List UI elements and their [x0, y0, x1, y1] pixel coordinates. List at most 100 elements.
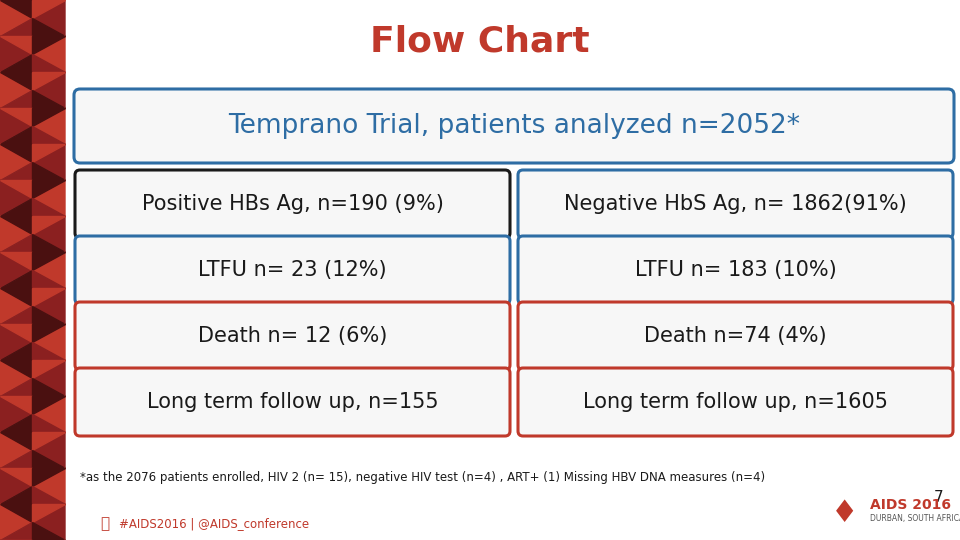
Polygon shape [0, 144, 32, 180]
FancyBboxPatch shape [75, 170, 510, 238]
Polygon shape [0, 36, 32, 72]
FancyBboxPatch shape [75, 302, 510, 370]
Text: DURBAN, SOUTH AFRICA: DURBAN, SOUTH AFRICA [870, 515, 960, 523]
Polygon shape [32, 144, 65, 162]
Polygon shape [0, 504, 32, 540]
Text: AIDS 2016: AIDS 2016 [870, 498, 951, 512]
Polygon shape [32, 36, 65, 54]
Polygon shape [32, 270, 65, 288]
Polygon shape [0, 72, 32, 108]
Polygon shape [32, 378, 65, 396]
FancyBboxPatch shape [518, 302, 953, 370]
Polygon shape [32, 324, 65, 342]
Polygon shape [32, 54, 65, 72]
Polygon shape [0, 270, 32, 288]
Polygon shape [0, 72, 32, 90]
Text: Death n=74 (4%): Death n=74 (4%) [644, 326, 827, 346]
Polygon shape [0, 432, 32, 450]
Polygon shape [32, 90, 65, 108]
Polygon shape [0, 342, 32, 360]
Polygon shape [32, 72, 65, 108]
Polygon shape [0, 468, 32, 504]
Polygon shape [32, 288, 65, 324]
Polygon shape [0, 252, 32, 288]
Text: 🐦: 🐦 [101, 516, 109, 531]
Polygon shape [32, 396, 65, 432]
FancyBboxPatch shape [518, 368, 953, 436]
Polygon shape [0, 396, 32, 414]
Text: Temprano Trial, patients analyzed n=2052*: Temprano Trial, patients analyzed n=2052… [228, 113, 800, 139]
Polygon shape [0, 522, 32, 540]
Polygon shape [32, 180, 65, 198]
Polygon shape [32, 450, 65, 468]
Polygon shape [32, 360, 65, 378]
Polygon shape [0, 360, 32, 396]
Polygon shape [32, 36, 65, 72]
Polygon shape [0, 90, 32, 108]
Polygon shape [0, 180, 32, 216]
Polygon shape [32, 468, 65, 486]
Text: Long term follow up, n=155: Long term follow up, n=155 [147, 392, 439, 412]
Polygon shape [32, 126, 65, 144]
Polygon shape [0, 0, 32, 36]
Polygon shape [0, 180, 32, 198]
Polygon shape [0, 108, 32, 126]
Polygon shape [32, 432, 65, 468]
Polygon shape [0, 324, 32, 342]
Polygon shape [32, 468, 65, 504]
Polygon shape [32, 414, 65, 432]
Polygon shape [0, 306, 32, 324]
Polygon shape [32, 108, 65, 126]
Polygon shape [0, 54, 32, 72]
FancyBboxPatch shape [518, 236, 953, 304]
Polygon shape [32, 180, 65, 216]
Polygon shape [32, 144, 65, 180]
Polygon shape [32, 0, 65, 18]
FancyBboxPatch shape [75, 368, 510, 436]
Polygon shape [0, 414, 32, 432]
Polygon shape [32, 432, 65, 450]
Polygon shape [32, 342, 65, 360]
Polygon shape [0, 162, 32, 180]
Polygon shape [32, 216, 65, 234]
FancyBboxPatch shape [518, 170, 953, 238]
Text: ♦: ♦ [831, 498, 858, 528]
Polygon shape [32, 396, 65, 414]
Text: Long term follow up, n=1605: Long term follow up, n=1605 [583, 392, 888, 412]
Polygon shape [32, 504, 65, 522]
Polygon shape [0, 36, 32, 54]
Polygon shape [0, 252, 32, 270]
Polygon shape [32, 288, 65, 306]
Polygon shape [0, 18, 32, 36]
Polygon shape [0, 0, 32, 18]
FancyBboxPatch shape [75, 236, 510, 304]
Polygon shape [32, 162, 65, 180]
Polygon shape [0, 288, 32, 306]
FancyBboxPatch shape [74, 89, 954, 163]
Text: LTFU n= 183 (10%): LTFU n= 183 (10%) [635, 260, 836, 280]
Polygon shape [0, 288, 32, 324]
Polygon shape [32, 306, 65, 324]
Polygon shape [32, 360, 65, 396]
Polygon shape [0, 198, 32, 216]
Text: Negative HbS Ag, n= 1862(91%): Negative HbS Ag, n= 1862(91%) [564, 194, 907, 214]
Polygon shape [0, 504, 32, 522]
Polygon shape [32, 108, 65, 144]
Polygon shape [0, 450, 32, 468]
Polygon shape [32, 252, 65, 270]
Polygon shape [32, 504, 65, 540]
Polygon shape [0, 234, 32, 252]
Polygon shape [32, 72, 65, 90]
Text: 7: 7 [933, 490, 943, 505]
Polygon shape [32, 216, 65, 252]
Polygon shape [32, 234, 65, 252]
Polygon shape [32, 522, 65, 540]
Text: LTFU n= 23 (12%): LTFU n= 23 (12%) [198, 260, 387, 280]
Polygon shape [0, 216, 32, 252]
Polygon shape [32, 18, 65, 36]
Polygon shape [0, 126, 32, 144]
Polygon shape [0, 144, 32, 162]
Polygon shape [32, 198, 65, 216]
Polygon shape [32, 324, 65, 360]
Polygon shape [0, 360, 32, 378]
